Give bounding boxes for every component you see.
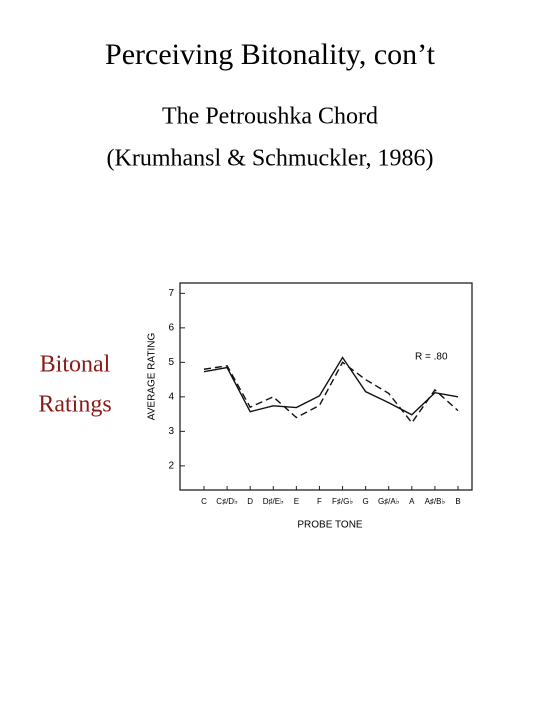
- y-axis-label: AVERAGE RATING: [147, 333, 158, 421]
- subtitle: (Krumhansl & Schmuckler, 1986): [107, 146, 434, 172]
- annotation: R = .80: [415, 352, 448, 363]
- y-tick-label: 4: [168, 391, 174, 402]
- y-tick-label: 6: [168, 322, 174, 333]
- x-tick-label: A: [409, 497, 415, 506]
- side-label: Bitonal: [40, 352, 111, 378]
- y-tick-label: 7: [168, 288, 174, 299]
- x-tick-label: F♯/G♭: [332, 497, 353, 506]
- x-tick-label: B: [455, 497, 460, 506]
- y-tick-label: 3: [168, 426, 174, 437]
- x-tick-label: E: [294, 497, 299, 506]
- x-tick-label: D♯/E♭: [263, 497, 284, 506]
- x-tick-label: G♯/A♭: [378, 497, 400, 506]
- x-tick-label: A♯/B♭: [425, 497, 446, 506]
- series-line: [203, 356, 459, 416]
- y-tick-label: 2: [168, 460, 174, 471]
- y-tick-label: 5: [168, 357, 174, 368]
- slide-title: Perceiving Bitonality, con’t: [105, 38, 436, 71]
- x-tick-label: F: [317, 497, 322, 506]
- subtitle: The Petroushka Chord: [162, 104, 378, 130]
- side-label: Ratings: [38, 392, 111, 418]
- x-axis-label: PROBE TONE: [297, 520, 363, 531]
- x-tick-label: D: [247, 497, 253, 506]
- x-tick-label: C♯/D♭: [216, 497, 238, 506]
- series-line: [203, 361, 459, 424]
- plot-frame: [179, 282, 473, 491]
- x-tick-label: G: [363, 497, 369, 506]
- x-tick-label: C: [201, 497, 207, 506]
